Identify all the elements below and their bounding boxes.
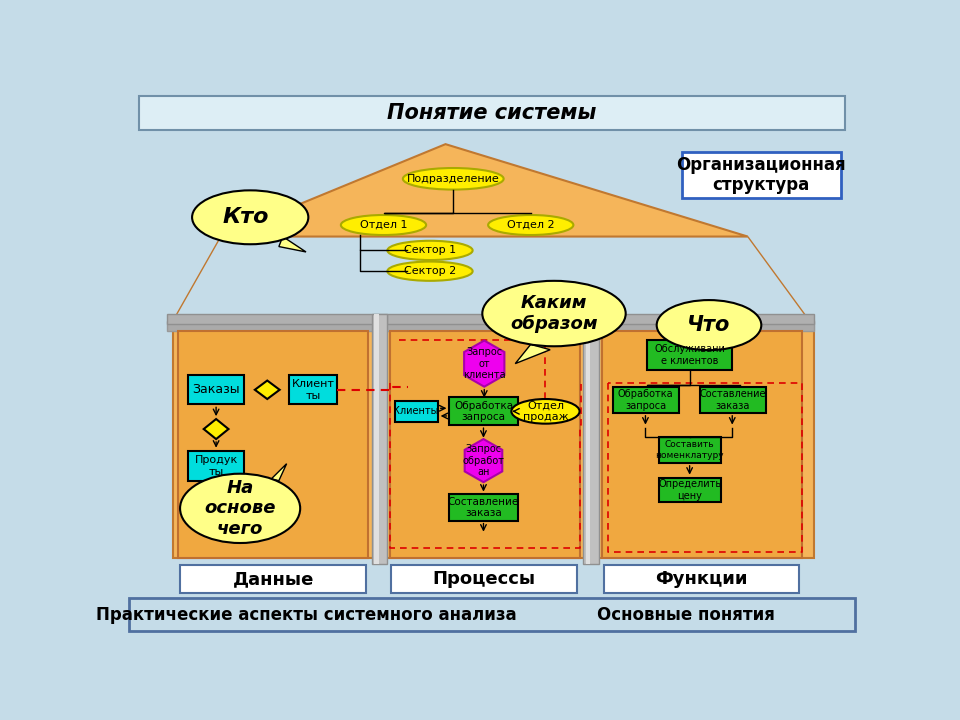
Text: Сектор 1: Сектор 1 xyxy=(404,246,456,256)
Ellipse shape xyxy=(657,300,761,350)
FancyBboxPatch shape xyxy=(604,565,799,593)
Text: Организационная
структура: Организационная структура xyxy=(676,156,846,194)
Ellipse shape xyxy=(482,281,626,346)
Polygon shape xyxy=(599,313,814,323)
Ellipse shape xyxy=(403,168,504,189)
FancyBboxPatch shape xyxy=(188,375,244,405)
Text: Определить
цену: Определить цену xyxy=(658,479,721,500)
FancyBboxPatch shape xyxy=(449,495,517,521)
Text: Составить
номенклатуру: Составить номенклатуру xyxy=(656,440,724,459)
Text: Запрос
обработ
ан: Запрос обработ ан xyxy=(463,444,504,477)
FancyBboxPatch shape xyxy=(130,598,854,631)
FancyBboxPatch shape xyxy=(180,565,367,593)
Polygon shape xyxy=(166,321,814,331)
Text: Клиенты: Клиенты xyxy=(394,406,439,416)
FancyBboxPatch shape xyxy=(396,400,438,422)
FancyBboxPatch shape xyxy=(392,565,577,593)
Polygon shape xyxy=(204,419,228,439)
Polygon shape xyxy=(388,313,599,323)
FancyBboxPatch shape xyxy=(179,331,368,559)
Text: Данные: Данные xyxy=(232,570,314,588)
FancyBboxPatch shape xyxy=(700,387,765,413)
Ellipse shape xyxy=(388,261,472,281)
FancyBboxPatch shape xyxy=(374,313,379,564)
FancyBboxPatch shape xyxy=(139,96,845,130)
Text: Обработка
запроса: Обработка запроса xyxy=(617,389,673,410)
Polygon shape xyxy=(464,341,504,387)
Polygon shape xyxy=(516,344,550,364)
Text: Процессы: Процессы xyxy=(433,570,536,588)
Text: Обслуживани
е клиентов: Обслуживани е клиентов xyxy=(654,344,725,366)
FancyBboxPatch shape xyxy=(390,331,580,559)
Ellipse shape xyxy=(488,215,573,235)
Text: Практические аспекты системного анализа: Практические аспекты системного анализа xyxy=(96,606,516,624)
FancyBboxPatch shape xyxy=(372,313,388,564)
FancyBboxPatch shape xyxy=(602,331,802,559)
Text: Обработка
запроса: Обработка запроса xyxy=(454,400,513,422)
FancyBboxPatch shape xyxy=(659,477,721,502)
Polygon shape xyxy=(278,237,306,252)
Ellipse shape xyxy=(180,474,300,543)
Text: Продук
ты: Продук ты xyxy=(195,455,238,477)
Text: Сектор 2: Сектор 2 xyxy=(404,266,456,276)
FancyBboxPatch shape xyxy=(586,313,590,564)
FancyBboxPatch shape xyxy=(647,341,732,370)
Polygon shape xyxy=(166,313,388,323)
FancyBboxPatch shape xyxy=(289,375,337,405)
Text: Понятие системы: Понятие системы xyxy=(387,102,597,122)
Text: Кто: Кто xyxy=(223,207,269,228)
Text: Каким
образом: Каким образом xyxy=(510,294,598,333)
FancyBboxPatch shape xyxy=(659,437,721,463)
FancyBboxPatch shape xyxy=(682,152,841,198)
Text: На
основе
чего: На основе чего xyxy=(204,479,276,538)
Polygon shape xyxy=(677,348,703,364)
Ellipse shape xyxy=(388,240,472,260)
FancyBboxPatch shape xyxy=(188,451,244,482)
Text: Составление
заказа: Составление заказа xyxy=(448,497,519,518)
Polygon shape xyxy=(271,464,287,481)
Text: Запрос
от
клиента: Запрос от клиента xyxy=(463,347,506,380)
Text: Отдел 1: Отдел 1 xyxy=(360,220,407,230)
Text: Клиент
ты: Клиент ты xyxy=(292,379,334,400)
FancyBboxPatch shape xyxy=(173,321,814,559)
Ellipse shape xyxy=(512,399,580,423)
Ellipse shape xyxy=(341,215,426,235)
Polygon shape xyxy=(254,381,279,399)
FancyBboxPatch shape xyxy=(612,387,679,413)
FancyBboxPatch shape xyxy=(449,397,517,426)
Polygon shape xyxy=(221,144,748,237)
Text: Составление
заказа: Составление заказа xyxy=(699,389,765,410)
Text: Отдел 2: Отдел 2 xyxy=(507,220,555,230)
Text: Заказы: Заказы xyxy=(192,383,240,396)
Text: Функции: Функции xyxy=(655,570,748,588)
Text: Основные понятия: Основные понятия xyxy=(597,606,775,624)
Ellipse shape xyxy=(192,190,308,244)
Polygon shape xyxy=(173,237,221,321)
Polygon shape xyxy=(748,237,809,321)
Text: Отдел
продаж: Отдел продаж xyxy=(522,400,568,422)
Polygon shape xyxy=(465,439,502,482)
FancyBboxPatch shape xyxy=(584,313,599,564)
Text: Подразделение: Подразделение xyxy=(407,174,499,184)
Text: Что: Что xyxy=(687,315,731,335)
